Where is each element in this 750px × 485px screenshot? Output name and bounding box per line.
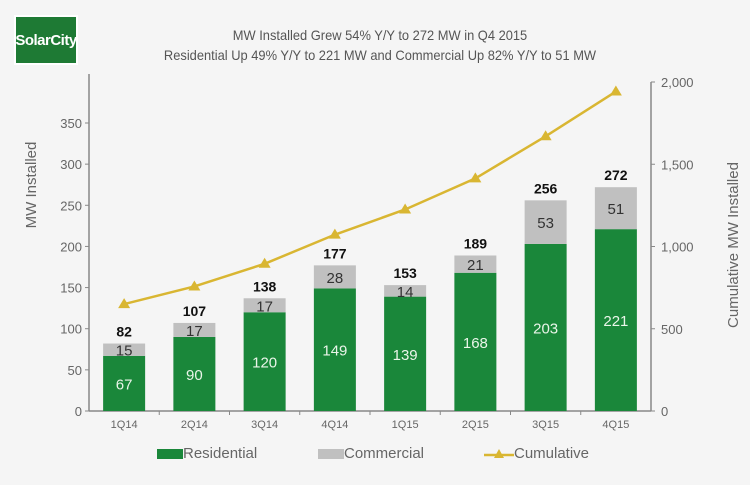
y2-tick-label: 1,500: [661, 157, 694, 172]
data-label-commercial: 21: [467, 257, 484, 274]
data-label-total: 153: [393, 265, 417, 281]
data-label-commercial: 28: [327, 270, 344, 287]
x-tick-label: 2Q15: [462, 419, 489, 431]
data-label-total: 272: [604, 167, 628, 183]
legend-label: Commercial: [344, 445, 425, 462]
cumulative-marker: [539, 130, 552, 141]
y-tick-label: 200: [60, 239, 82, 254]
chart-title: MW Installed Grew 54% Y/Y to 272 MW in Q…: [232, 27, 528, 43]
chart-title-block: MW Installed Grew 54% Y/Y to 272 MW in Q…: [122, 25, 637, 65]
y2-tick-label: 0: [661, 404, 668, 419]
data-label-commercial: 53: [537, 215, 554, 232]
bar-commercial: [384, 285, 427, 297]
legend-item-residential: Residential: [157, 445, 257, 462]
x-tick-label: 4Q15: [602, 419, 629, 431]
bar-residential: [594, 229, 637, 411]
y2-tick-label: 2,000: [661, 75, 694, 90]
data-label-residential: 149: [322, 343, 347, 360]
data-label-total: 189: [464, 235, 488, 251]
bar-commercial: [594, 187, 637, 230]
y-tick-label: 100: [60, 322, 82, 337]
legend-swatch-residential: [157, 448, 183, 459]
bar-commercial: [173, 322, 216, 337]
data-label-residential: 168: [463, 335, 488, 352]
legend-item-commercial: Commercial: [318, 445, 424, 462]
cumulative-marker: [399, 203, 412, 214]
x-tick-label: 2Q14: [181, 419, 208, 431]
chart-subtitle: Residential Up 49% Y/Y to 221 MW and Com…: [163, 47, 597, 63]
cumulative-marker: [188, 280, 201, 291]
data-label-residential: 139: [393, 347, 418, 364]
cumulative-marker: [469, 172, 482, 183]
legend: Residential Commercial Cumulative: [0, 445, 750, 465]
legend-swatch-commercial: [318, 448, 344, 459]
x-tick-label: 1Q15: [392, 419, 419, 431]
legend-line-triangle-icon: [484, 448, 514, 458]
bar-commercial: [103, 343, 146, 356]
y-axis-label: MW Installed: [23, 142, 40, 229]
bar-residential: [313, 288, 356, 411]
data-label-residential: 120: [252, 355, 277, 372]
data-label-residential: 67: [116, 376, 133, 393]
y2-axis-label: Cumulative MW Installed: [725, 162, 742, 328]
data-label-commercial: 51: [608, 201, 625, 218]
x-tick-label: 1Q14: [111, 419, 138, 431]
bar-commercial: [524, 200, 567, 244]
y-tick-label: 50: [68, 363, 82, 378]
data-label-total: 107: [183, 303, 207, 319]
bar-commercial: [313, 265, 356, 289]
solarcity-logo: SolarCity: [14, 15, 78, 65]
data-label-commercial: 17: [256, 298, 273, 315]
data-label-total: 177: [323, 245, 347, 261]
cumulative-marker: [609, 85, 622, 96]
y-tick-label: 300: [60, 157, 82, 172]
data-label-total: 256: [534, 180, 558, 196]
cumulative-line: [123, 90, 617, 306]
y2-tick-label: 1,000: [661, 240, 694, 255]
data-label-residential: 203: [533, 320, 558, 337]
legend-item-cumulative: Cumulative: [484, 445, 589, 462]
y2-tick-label: 500: [661, 322, 683, 337]
legend-label: Cumulative: [514, 445, 590, 462]
data-label-commercial: 15: [116, 343, 133, 360]
cumulative-marker: [328, 228, 341, 239]
bar-residential: [454, 272, 497, 411]
bar-residential: [103, 355, 146, 411]
bar-commercial: [243, 298, 286, 313]
bar-commercial: [454, 255, 497, 273]
y-tick-label: 150: [60, 281, 82, 296]
x-tick-label: 3Q15: [532, 419, 559, 431]
bar-residential: [524, 243, 567, 411]
cumulative-marker: [118, 298, 131, 309]
legend-label: Residential: [183, 445, 258, 462]
y-tick-label: 350: [60, 116, 82, 131]
bar-residential: [243, 312, 286, 411]
y-tick-label: 0: [75, 404, 82, 419]
data-label-residential: 90: [186, 367, 203, 384]
data-label-commercial: 17: [186, 323, 203, 340]
x-tick-label: 4Q14: [321, 419, 348, 431]
data-label-commercial: 14: [397, 284, 414, 301]
data-label-total: 82: [116, 324, 132, 340]
bar-residential: [384, 296, 427, 411]
data-label-residential: 221: [603, 313, 628, 330]
data-label-total: 138: [253, 278, 277, 294]
cumulative-marker: [258, 257, 271, 268]
y-tick-label: 250: [60, 198, 82, 213]
x-tick-label: 3Q14: [251, 419, 278, 431]
bar-residential: [173, 336, 216, 411]
